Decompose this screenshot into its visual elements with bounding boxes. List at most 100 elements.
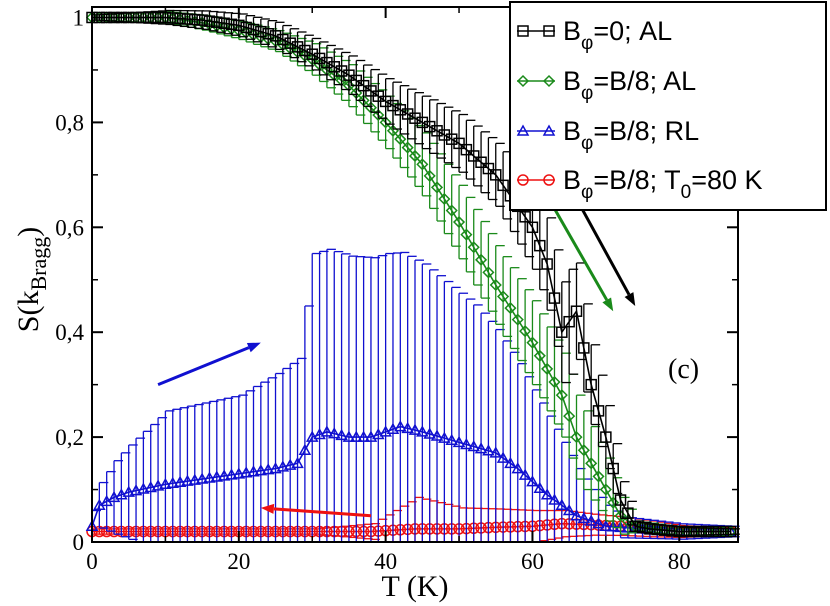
data-point (695, 525, 708, 538)
data-point (408, 149, 422, 163)
data-point (210, 470, 224, 482)
data-point (651, 523, 663, 536)
data-point (636, 521, 649, 534)
data-point (189, 13, 201, 26)
data-point (577, 511, 591, 524)
trend-arrow-head (260, 503, 275, 514)
data-point (181, 13, 194, 25)
data-point (254, 464, 268, 476)
data-point (218, 17, 230, 30)
panel-label: (c) (668, 354, 699, 385)
data-point (233, 19, 245, 32)
trend-arrow-head (624, 292, 636, 306)
legend-label-rest: =0; AL (593, 16, 672, 46)
data-point (534, 239, 546, 252)
legend-marker (517, 174, 529, 186)
data-point (409, 112, 421, 124)
data-point (269, 462, 282, 474)
data-point (328, 61, 340, 73)
data-point (379, 425, 392, 437)
data-point (482, 266, 495, 279)
legend-label: Bφ=B/8; AL (563, 66, 696, 104)
y-tick-label: 0,4 (55, 320, 84, 345)
data-point (489, 446, 503, 458)
series-line (92, 522, 731, 533)
data-point (122, 485, 135, 497)
data-point (496, 451, 510, 463)
data-point (526, 221, 539, 234)
legend-label-rest: =B/8; T (593, 165, 680, 195)
data-point (599, 483, 612, 496)
legend-marker (543, 25, 555, 37)
legend-label-sub: φ (581, 33, 593, 54)
data-point (262, 28, 274, 40)
x-tick-label: 40 (374, 549, 397, 574)
data-point (401, 421, 414, 434)
data-point (217, 469, 231, 481)
data-point (115, 11, 128, 24)
legend-label-main: B (563, 66, 581, 96)
data-point (467, 439, 481, 452)
legend-label-sub: φ (581, 83, 593, 104)
data-point (600, 431, 612, 443)
ticks-layer: 0 20 40 60 80 0 0,2 0,4 0,6 0,8 1 (55, 5, 738, 574)
data-point (320, 425, 334, 437)
data-point (556, 326, 568, 338)
y-axis-label-main: S(k (12, 291, 45, 333)
data-point (416, 116, 429, 129)
data-point (394, 133, 407, 146)
data-point (489, 278, 502, 292)
x-tick-label: 0 (86, 549, 98, 574)
data-point (335, 428, 348, 441)
legend-box (509, 1, 827, 211)
legend-label-main: B (563, 116, 581, 146)
data-point (614, 494, 627, 506)
data-point (299, 44, 311, 57)
data-point (644, 523, 656, 535)
y-tick-label: 0,8 (55, 110, 84, 135)
data-point (578, 342, 590, 354)
data-point (702, 525, 715, 538)
legend-label-sub: φ (581, 133, 593, 154)
data-point (203, 471, 216, 483)
y-tick-label: 1 (73, 5, 85, 30)
data-point (592, 470, 605, 483)
data-point (225, 18, 238, 31)
data-point (452, 215, 466, 229)
data-point (724, 525, 737, 538)
data-point (349, 430, 363, 442)
data-point (717, 525, 730, 538)
data-point (159, 477, 172, 490)
data-point (658, 524, 671, 536)
data-point (585, 457, 598, 470)
data-point (548, 292, 561, 304)
data-point (269, 30, 282, 42)
data-point (151, 479, 165, 491)
data-point (533, 349, 546, 362)
data-point (321, 56, 333, 69)
data-point (570, 305, 583, 317)
data-point (518, 468, 532, 480)
data-point (423, 120, 436, 133)
data-point (445, 133, 458, 145)
data-point (129, 484, 143, 496)
y-axis-label-sub: Bragg (26, 237, 51, 291)
legend-label-rest2: =80 K (691, 165, 762, 195)
legend-label-sub2: 0 (681, 182, 692, 203)
data-point (255, 25, 267, 38)
data-point (688, 525, 700, 538)
data-point (490, 169, 502, 181)
legend-label-main: B (563, 16, 581, 46)
data-point (563, 410, 576, 423)
data-point (291, 41, 304, 53)
data-point (460, 437, 473, 450)
data-point (372, 108, 385, 122)
data-point (173, 475, 187, 487)
data-point (541, 362, 554, 375)
y-axis-label-close: ) (12, 227, 45, 237)
data-point (137, 482, 150, 494)
legend-marker (542, 124, 556, 136)
legend-marker (516, 124, 530, 136)
data-point (306, 48, 318, 60)
data-point (379, 116, 392, 129)
